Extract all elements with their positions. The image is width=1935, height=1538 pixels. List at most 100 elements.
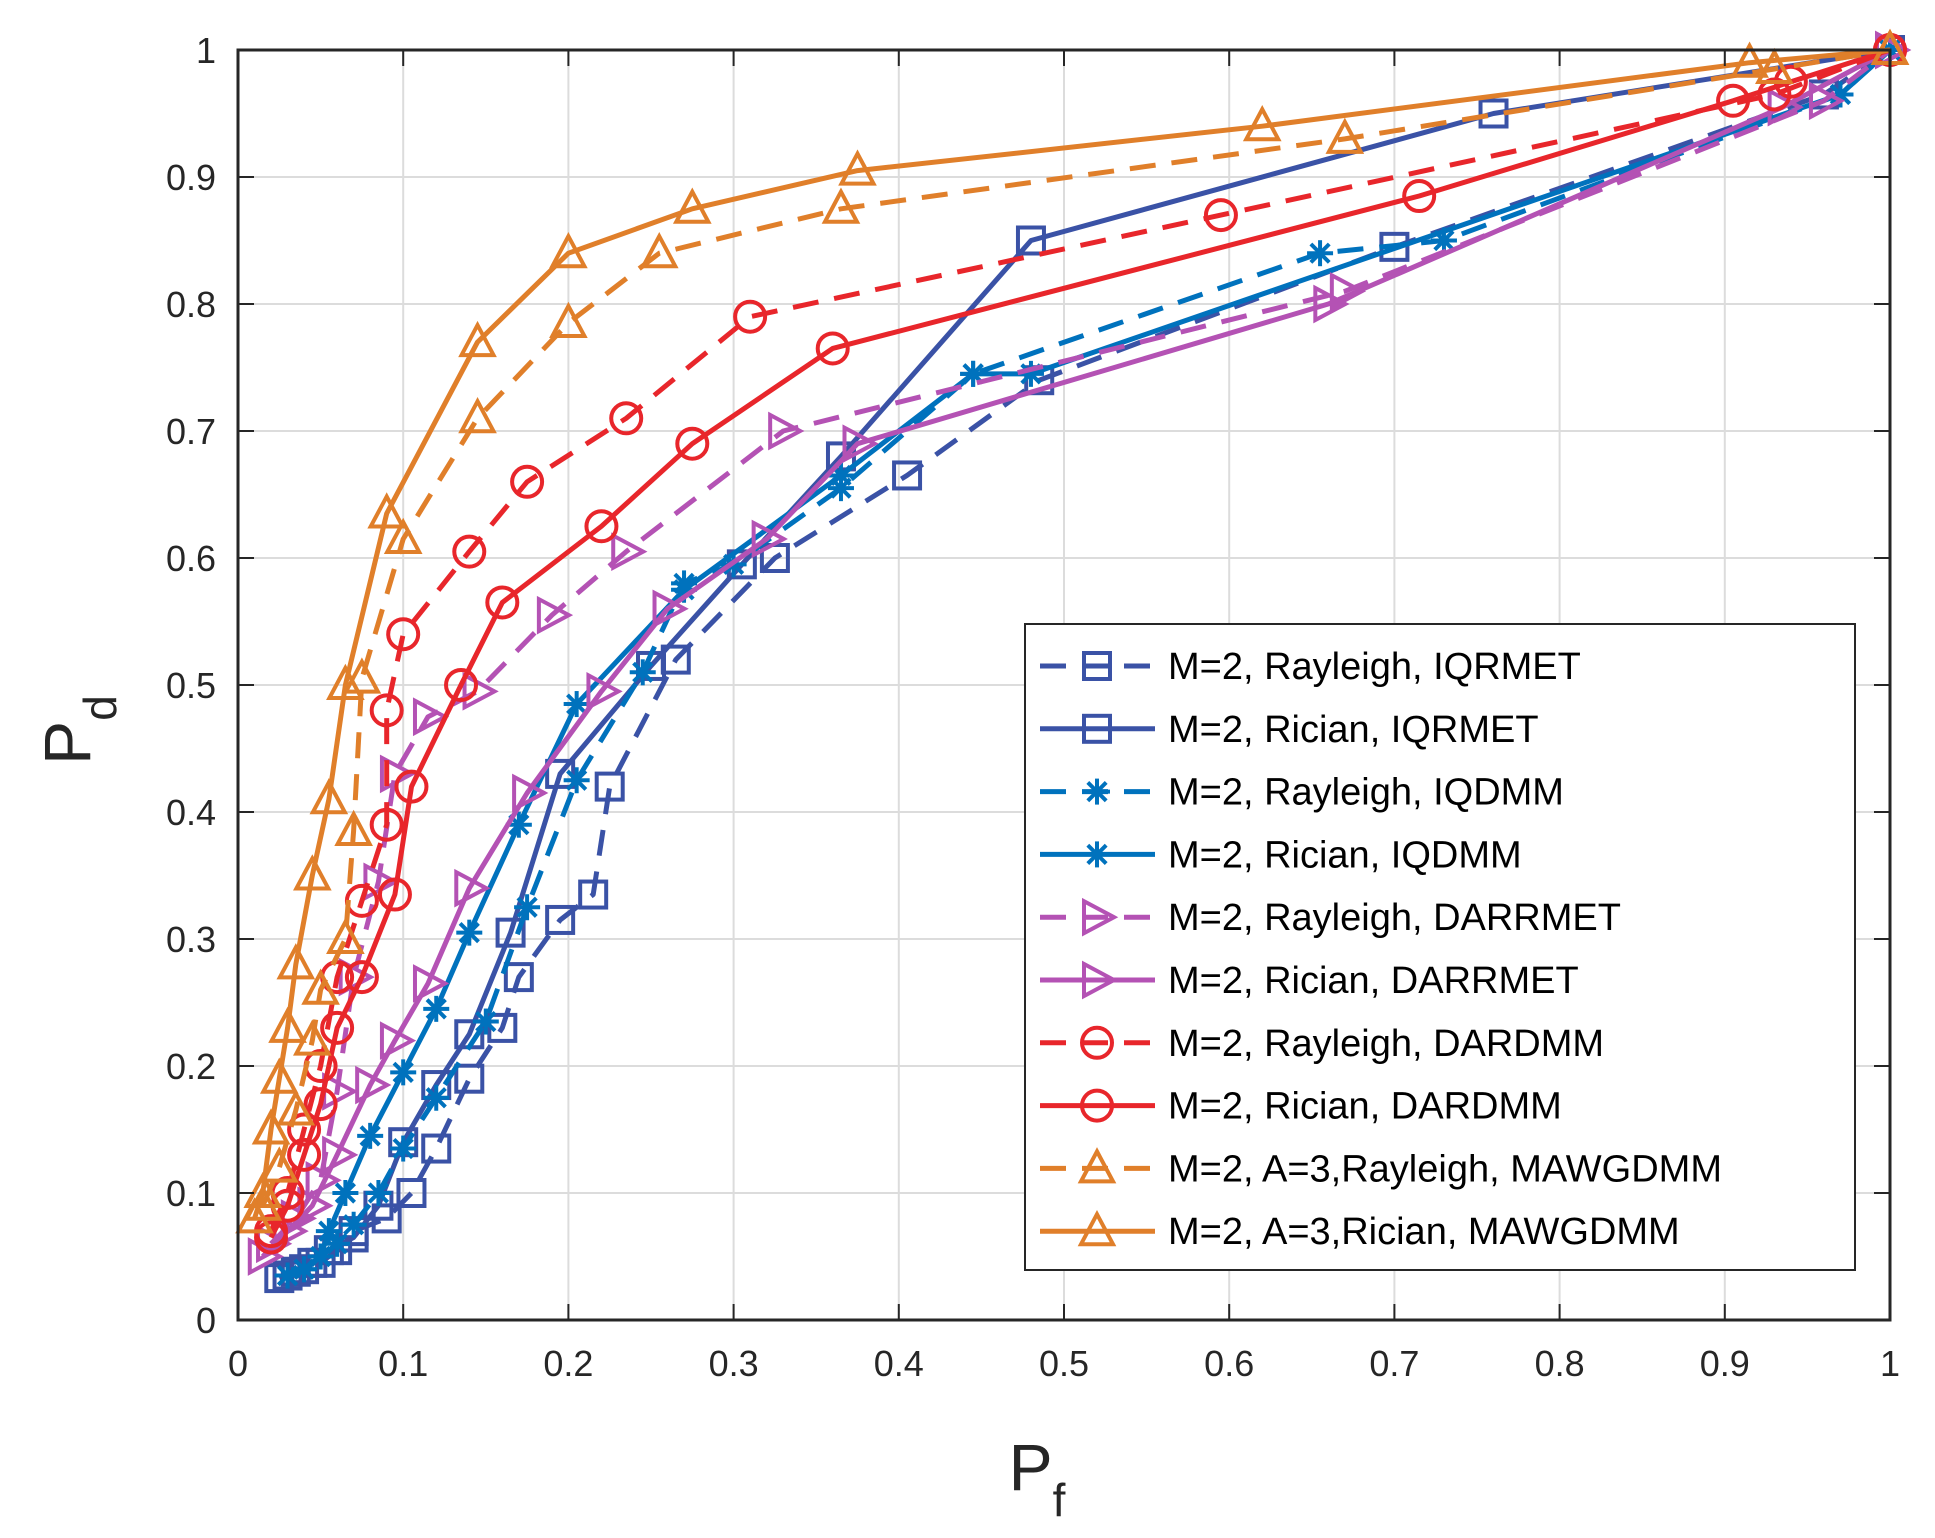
legend-marker	[1082, 651, 1112, 681]
data-point	[390, 1135, 417, 1162]
x-axis-title: Pf	[1009, 1430, 1066, 1526]
data-point	[334, 809, 373, 847]
series-10	[235, 28, 1910, 1234]
data-point	[1242, 104, 1282, 142]
data-point	[536, 595, 574, 635]
series-line	[252, 47, 1891, 1220]
data-point	[472, 1008, 499, 1035]
data-point	[549, 231, 588, 269]
data-point	[276, 943, 316, 980]
data-point	[1808, 81, 1846, 121]
data-point	[235, 1197, 274, 1234]
data-point	[365, 1180, 392, 1206]
y-tick-label: 0.9	[166, 157, 216, 198]
data-point	[1730, 41, 1769, 78]
legend-entry: M=2, Rician, DARRMET	[1040, 960, 1579, 1002]
x-tick-label: 0.5	[1039, 1343, 1089, 1384]
data-point	[247, 1237, 285, 1276]
asterisk-stroke	[425, 998, 447, 1020]
data-point	[423, 1084, 450, 1111]
data-point	[421, 1133, 452, 1164]
data-point	[594, 771, 625, 802]
data-point	[326, 917, 365, 954]
data-point	[369, 807, 404, 842]
y-tick-label: 0.5	[166, 665, 216, 706]
asterisk-stroke	[566, 693, 588, 715]
data-point	[444, 668, 479, 702]
data-point	[578, 879, 609, 910]
asterisk-stroke	[293, 1258, 315, 1280]
data-point	[456, 919, 483, 946]
y-tick-label: 0.4	[166, 792, 216, 833]
data-point	[892, 460, 923, 491]
data-point	[586, 672, 623, 711]
data-point	[369, 693, 404, 728]
legend-entry: M=2, Rayleigh, IQDMM	[1040, 772, 1564, 814]
asterisk-stroke	[425, 1087, 447, 1109]
legend-label: M=2, Rician, DARRMET	[1168, 960, 1579, 1002]
legend-marker	[1082, 897, 1119, 937]
data-point	[1755, 47, 1794, 85]
legend-entry: M=2, Rician, IQDMM	[1040, 834, 1522, 876]
y-tick-label: 0	[196, 1300, 216, 1341]
x-tick-label: 0	[228, 1343, 248, 1384]
data-point	[512, 773, 549, 813]
data-point	[768, 411, 805, 451]
y-tick-label: 1	[196, 30, 216, 71]
data-point	[1716, 83, 1751, 118]
legend: M=2, Rayleigh, IQRMET M=2, Rician, IQRMET…	[1024, 623, 1856, 1271]
data-point	[1313, 284, 1350, 324]
data-point	[259, 1146, 299, 1183]
data-point	[251, 1108, 291, 1145]
legend-marker	[1082, 713, 1112, 744]
data-point	[1203, 198, 1238, 233]
data-point	[514, 894, 541, 921]
asterisk-stroke	[508, 814, 530, 836]
data-point	[485, 585, 520, 620]
legend-entry: M=2, A=3,Rician, MAWGDMM	[1040, 1209, 1680, 1253]
asterisk-stroke	[458, 922, 480, 944]
legend-label: M=2, Rayleigh, IQDMM	[1168, 772, 1564, 814]
y-tick-label: 0.1	[166, 1173, 216, 1214]
asterisk-stroke	[830, 464, 852, 487]
data-point	[454, 1063, 485, 1094]
asterisk-stroke	[516, 896, 538, 918]
legend-box	[1024, 623, 1856, 1271]
data-point	[629, 659, 656, 686]
data-point	[412, 697, 450, 737]
asterisk-stroke	[1086, 843, 1108, 866]
data-point	[1325, 117, 1365, 154]
data-point	[287, 1112, 322, 1147]
data-point	[322, 1135, 359, 1175]
data-point	[344, 960, 379, 995]
data-point	[842, 424, 879, 464]
legend-label: M=2, Rayleigh, DARDMM	[1168, 1023, 1604, 1065]
asterisk-stroke	[343, 1214, 365, 1236]
data-point	[452, 534, 487, 569]
data-point	[379, 1021, 417, 1060]
data-point	[652, 589, 689, 629]
data-point	[611, 532, 648, 571]
data-point	[259, 1057, 299, 1094]
legend-label: M=2, Rician, IQRMET	[1168, 709, 1539, 751]
y-axis-title-main: P	[30, 721, 104, 765]
data-point	[293, 854, 332, 891]
legend-entry: M=2, Rician, IQRMET	[1040, 709, 1539, 751]
y-tick-label: 0.8	[166, 284, 216, 325]
x-tick-label: 0.4	[874, 1343, 924, 1384]
data-point	[545, 904, 576, 935]
x-tick-label: 0.3	[709, 1343, 759, 1384]
asterisk-stroke	[1829, 83, 1852, 106]
legend-marker	[1077, 1147, 1117, 1184]
legend-label: M=2, A=3,Rician, MAWGDMM	[1168, 1211, 1680, 1253]
series-line	[261, 47, 1892, 1259]
data-point	[315, 1218, 342, 1245]
x-tick-label: 1	[1880, 1343, 1900, 1384]
data-point	[291, 1256, 318, 1283]
legend-entry: M=2, A=3,Rayleigh, MAWGDMM	[1040, 1147, 1722, 1190]
y-axis-title: Pd	[30, 695, 126, 765]
y-tick-label: 0.2	[166, 1046, 216, 1087]
data-point	[609, 401, 644, 436]
data-point	[357, 1122, 384, 1149]
